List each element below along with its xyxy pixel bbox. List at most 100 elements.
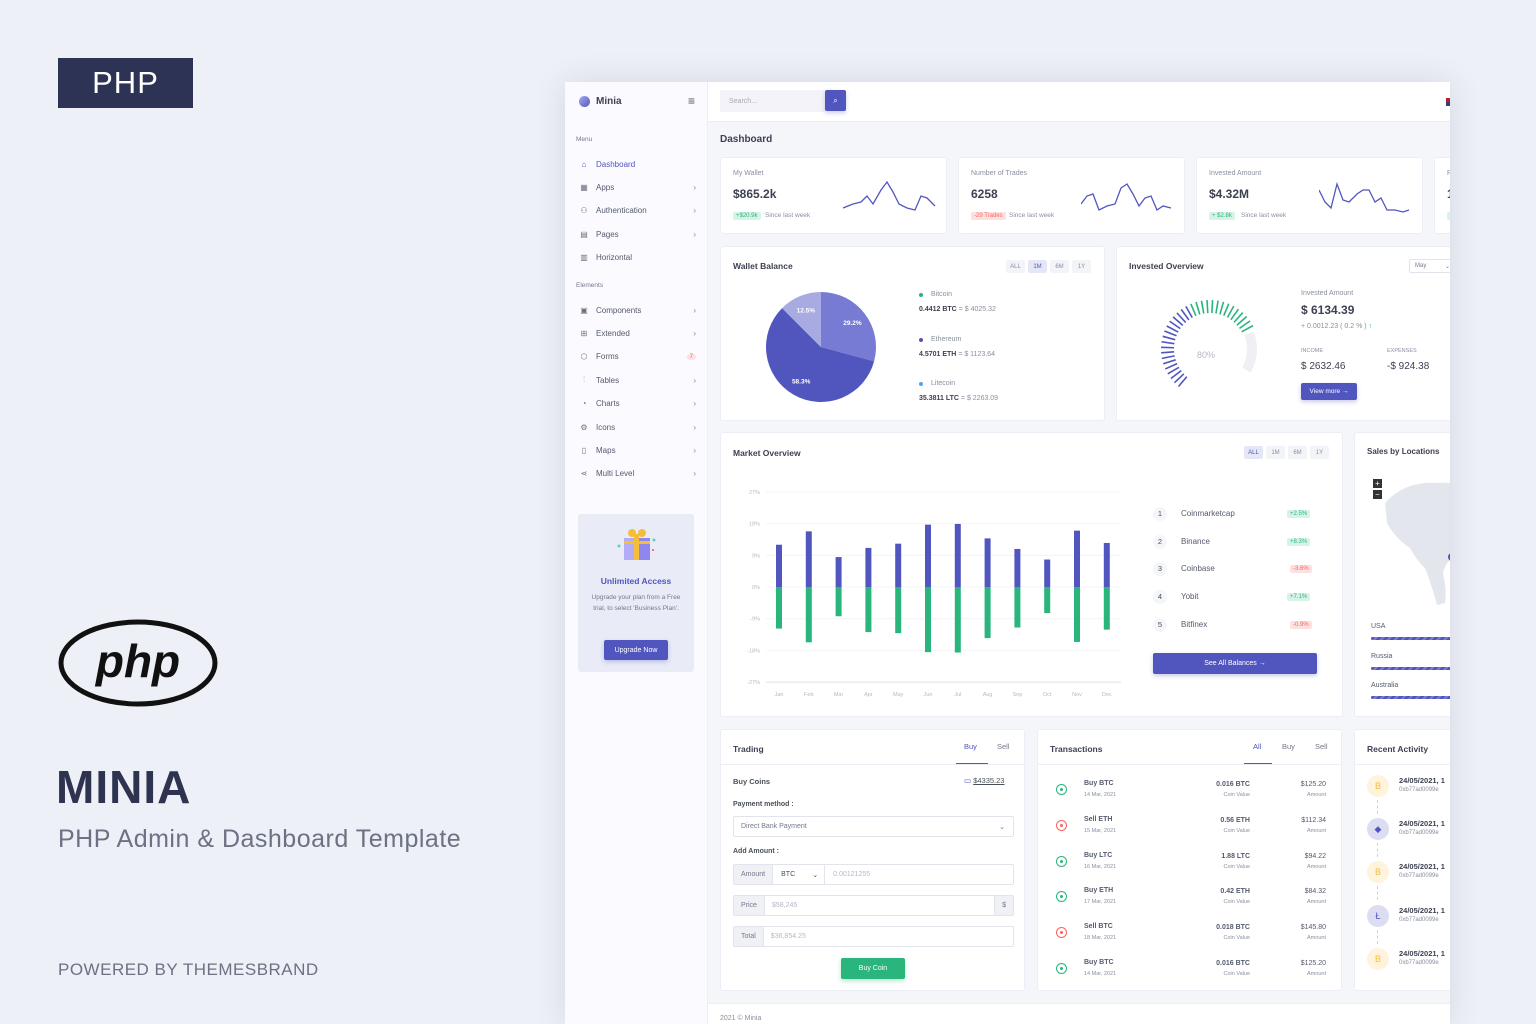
- arrow-up-circle-icon: [1056, 927, 1067, 939]
- bar-jan-positive[interactable]: [776, 544, 782, 587]
- filter-1y[interactable]: 1Y: [1310, 446, 1329, 459]
- chevron-right-icon: ›: [693, 469, 696, 479]
- menu-label: Menu: [576, 136, 593, 143]
- sidebar-item-apps[interactable]: ▦ Apps ›: [578, 179, 696, 195]
- sidebar-item-multi-level[interactable]: ⋖ Multi Level ›: [578, 466, 696, 482]
- filter-6m[interactable]: 6M: [1050, 260, 1069, 273]
- bar-may-positive[interactable]: [895, 543, 902, 587]
- transaction-row[interactable]: Buy ETH 17 Mar, 2021 0.42 ETH Coin Value $84…: [1038, 885, 1341, 919]
- gauge-tick: [1241, 324, 1254, 333]
- search-button[interactable]: ⌕: [825, 90, 846, 111]
- transaction-row[interactable]: Buy BTC 14 Mar, 2021 0.016 BTC Coin Value $1…: [1038, 957, 1341, 978]
- sidebar-item-horizontal[interactable]: ▥ Horizontal: [578, 250, 696, 266]
- bar-feb-negative[interactable]: [805, 587, 812, 643]
- bar-feb-positive[interactable]: [805, 531, 812, 587]
- see-all-balances-button[interactable]: See All Balances →: [1153, 653, 1317, 674]
- sidebar-item-charts[interactable]: ◔ Charts ›: [578, 396, 696, 412]
- exchange-name[interactable]: Yobit: [1181, 592, 1199, 602]
- bar-sep-positive[interactable]: [1014, 548, 1021, 587]
- bar-may-negative[interactable]: [895, 587, 902, 634]
- tab-sell[interactable]: Sell: [1315, 742, 1328, 751]
- tab-buy[interactable]: Buy: [1282, 742, 1295, 751]
- chevron-down-icon: ⌄: [1444, 263, 1450, 270]
- pie-slice[interactable]: [782, 292, 821, 347]
- activity-item[interactable]: ◆ 24/05/2021, 1 0xb77ad0099e: [1365, 818, 1450, 858]
- exchange-name[interactable]: Coinbase: [1181, 564, 1215, 574]
- bar-mar-negative[interactable]: [835, 587, 842, 617]
- bar-apr-negative[interactable]: [865, 587, 872, 633]
- bar-dec-positive[interactable]: [1103, 542, 1110, 587]
- month-select[interactable]: May ⌄: [1409, 259, 1450, 273]
- sidebar-item-pages[interactable]: ▤ Pages ›: [578, 226, 696, 242]
- bar-mar-positive[interactable]: [835, 557, 842, 587]
- buy-coin-button[interactable]: Buy Coin: [841, 958, 905, 979]
- amount-input[interactable]: 0.00121255: [833, 871, 871, 878]
- price-input[interactable]: $58,245: [771, 902, 798, 909]
- transaction-row[interactable]: Sell BTC 18 Mar, 2021 0.018 BTC Coin Value $…: [1038, 921, 1341, 955]
- pie-slice[interactable]: [821, 292, 876, 362]
- bar-sep-negative[interactable]: [1014, 587, 1021, 628]
- coin-balance: 4.5701 ETH = $ 1123.64: [919, 351, 995, 358]
- bar-jan-negative[interactable]: [776, 587, 782, 629]
- transaction-row[interactable]: Buy BTC 14 Mar, 2021 0.016 BTC Coin Value $1…: [1038, 778, 1341, 812]
- filter-1m[interactable]: 1M: [1028, 260, 1047, 273]
- world-map[interactable]: [1365, 473, 1450, 613]
- bar-nov-positive[interactable]: [1074, 530, 1080, 587]
- hamburger-menu-icon[interactable]: ≡: [688, 94, 696, 108]
- transaction-type: Sell BTC: [1084, 923, 1113, 931]
- flag-icon[interactable]: [1446, 98, 1450, 106]
- sidebar-item-components[interactable]: ▣ Components ›: [578, 302, 696, 318]
- bar-jul-positive[interactable]: [954, 523, 961, 587]
- transaction-row[interactable]: Sell ETH 15 Mar, 2021 0.56 ETH Coin Value $1…: [1038, 814, 1341, 848]
- pie-slice[interactable]: [766, 308, 875, 402]
- bar-aug-negative[interactable]: [984, 587, 991, 639]
- activity-hash: 0xb77ad0099e: [1399, 787, 1439, 793]
- exchange-name[interactable]: Binance: [1181, 536, 1210, 546]
- activity-item[interactable]: B 24/05/2021, 1 0xb77ad0099e: [1365, 775, 1450, 815]
- transaction-row[interactable]: Buy LTC 16 Mar, 2021 1.88 LTC Coin Value $94…: [1038, 850, 1341, 884]
- sidebar-item-extended[interactable]: ⊞ Extended ›: [578, 325, 696, 341]
- filter-1m[interactable]: 1M: [1266, 446, 1285, 459]
- bar-oct-negative[interactable]: [1044, 587, 1051, 614]
- tab-buy[interactable]: Buy: [964, 742, 977, 751]
- filter-6m[interactable]: 6M: [1288, 446, 1307, 459]
- map-zoom-out-button[interactable]: −: [1373, 490, 1382, 499]
- total-input[interactable]: $36,854.25: [770, 933, 806, 940]
- tab-all[interactable]: All: [1253, 742, 1262, 751]
- filter-all[interactable]: ALL: [1006, 260, 1025, 273]
- activity-item[interactable]: B 24/05/2021, 1 0xb77ad0099e: [1365, 861, 1450, 901]
- sidebar-item-tables[interactable]: ⫶ Tables ›: [578, 372, 696, 388]
- activity-item[interactable]: Ł 24/05/2021, 1 0xb77ad0099e: [1365, 904, 1450, 945]
- sidebar-item-authentication[interactable]: ⚇ Authentication ›: [578, 203, 696, 219]
- bar-oct-positive[interactable]: [1044, 559, 1051, 587]
- exchange-name[interactable]: Coinmarketcap: [1181, 509, 1235, 518]
- sidebar-item-label: Horizontal: [596, 253, 633, 263]
- sidebar-item-dashboard[interactable]: ⌂ Dashboard: [578, 156, 696, 172]
- bar-jul-negative[interactable]: [954, 587, 961, 653]
- app-logo[interactable]: Minia: [579, 96, 622, 107]
- sidebar-item-maps[interactable]: ▯ Maps ›: [578, 442, 696, 458]
- filter-1y[interactable]: 1Y: [1072, 260, 1091, 273]
- wallet-balance-link[interactable]: ▭ $4335.23: [964, 776, 1004, 785]
- exchange-name[interactable]: Bitfinex: [1181, 619, 1208, 629]
- briefcase-icon: ▣: [580, 305, 588, 315]
- activity-item[interactable]: B 24/05/2021, 1 0xb77ad0099e: [1365, 947, 1450, 988]
- bar-aug-positive[interactable]: [984, 538, 991, 587]
- filter-all[interactable]: ALL: [1244, 446, 1263, 459]
- sidebar-item-icons[interactable]: ⚙ Icons ›: [578, 419, 696, 435]
- bar-nov-negative[interactable]: [1074, 587, 1080, 642]
- sidebar-item-forms[interactable]: ⬡ Forms 7: [578, 349, 696, 365]
- legend-dot: [919, 382, 923, 386]
- currency-select[interactable]: BTC ⌄: [773, 865, 826, 884]
- activity-hash: 0xb77ad0099e: [1399, 959, 1439, 966]
- view-more-button[interactable]: View more →: [1301, 383, 1357, 400]
- payment-method-select[interactable]: Direct Bank Payment ⌄: [733, 816, 1014, 837]
- search-input[interactable]: Search...: [720, 90, 826, 112]
- bar-jun-positive[interactable]: [925, 524, 931, 587]
- upgrade-now-button[interactable]: Upgrade Now: [604, 640, 668, 660]
- bar-apr-positive[interactable]: [865, 547, 872, 587]
- bar-dec-negative[interactable]: [1103, 587, 1110, 630]
- tab-sell[interactable]: Sell: [997, 742, 1010, 751]
- map-zoom-in-button[interactable]: +: [1373, 479, 1382, 488]
- bar-jun-negative[interactable]: [925, 587, 931, 653]
